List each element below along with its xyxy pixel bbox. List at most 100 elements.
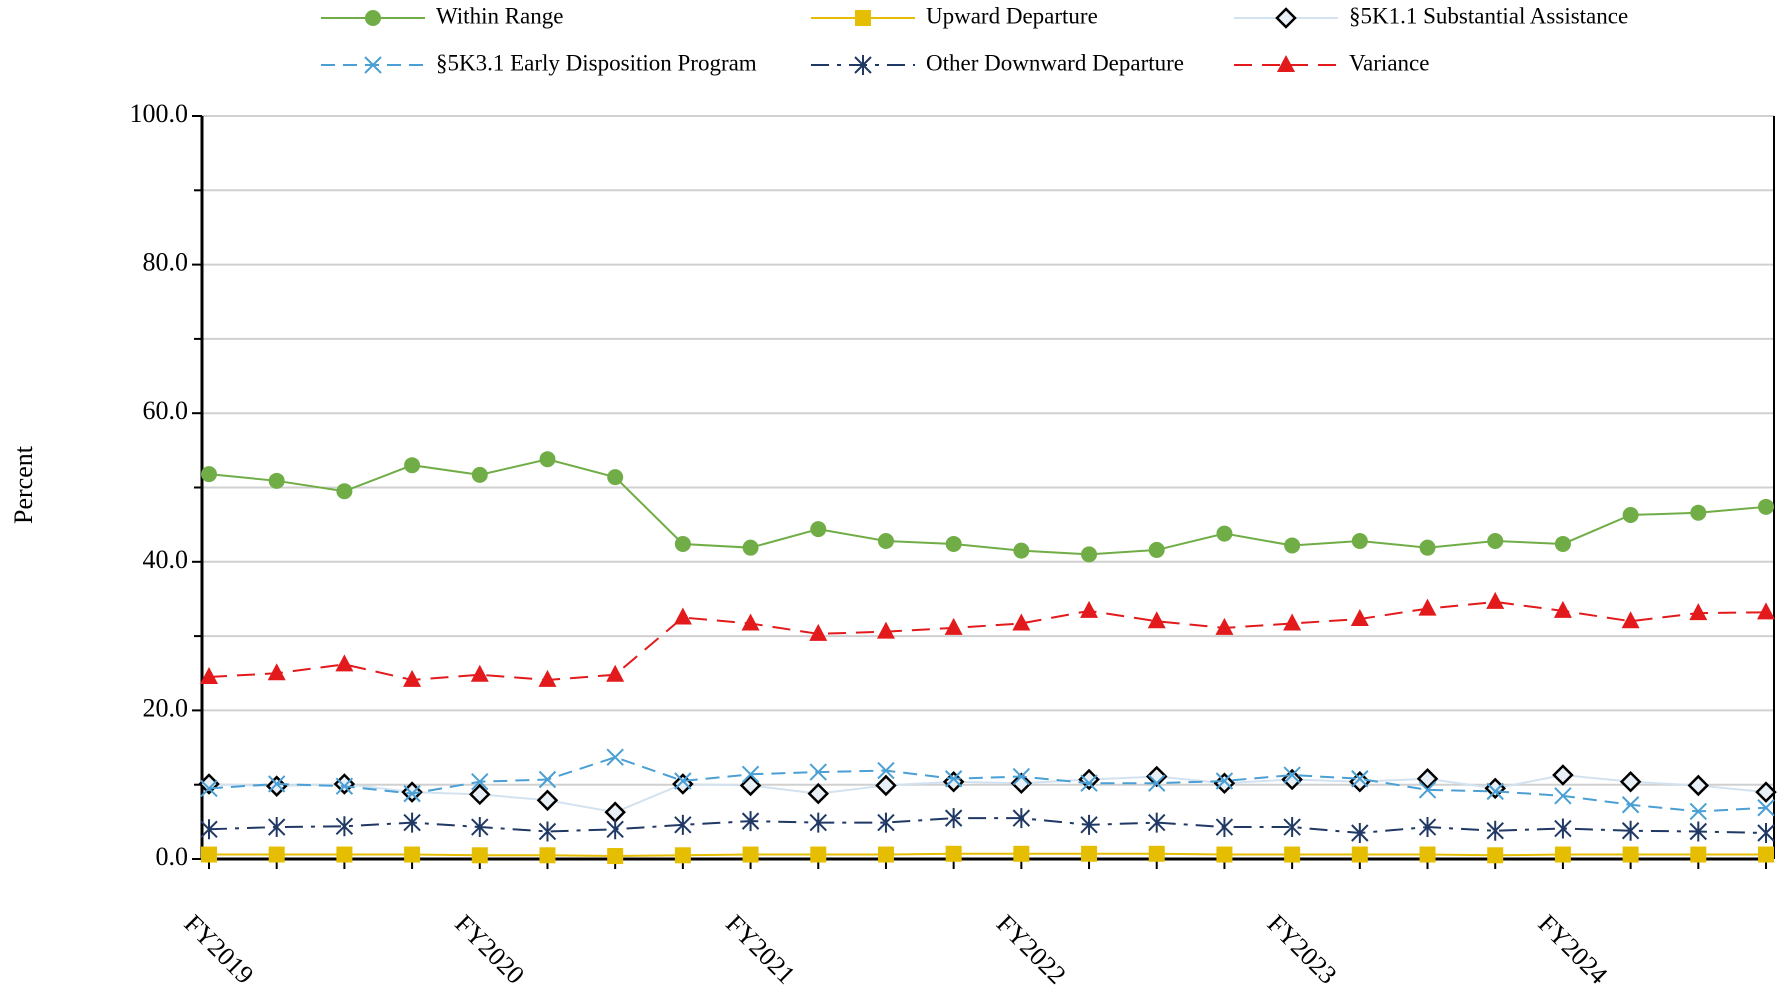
marker — [1689, 603, 1708, 621]
marker — [200, 819, 218, 840]
marker-square — [1554, 846, 1571, 863]
marker-square — [855, 10, 871, 26]
marker-diamond — [1687, 774, 1710, 797]
marker-square — [1419, 846, 1436, 863]
marker-asterisk — [403, 812, 421, 833]
marker-triangle — [538, 669, 557, 687]
marker-diamond — [1275, 7, 1297, 29]
marker — [1487, 847, 1504, 864]
marker — [1350, 609, 1369, 627]
legend-label: §5K3.1 Early Disposition Program — [436, 50, 757, 75]
marker-square — [539, 847, 556, 864]
marker — [539, 451, 556, 468]
legend-label: §5K1.1 Substantial Assistance — [1349, 3, 1628, 28]
marker — [1758, 498, 1774, 515]
marker-x — [944, 770, 963, 788]
marker-asterisk — [335, 816, 354, 837]
marker — [1351, 846, 1368, 863]
marker — [333, 773, 356, 795]
marker — [268, 846, 285, 863]
marker-circle — [1622, 506, 1639, 523]
marker-diamond — [265, 775, 288, 797]
marker-diamond — [1349, 770, 1371, 793]
marker-triangle — [1689, 603, 1708, 621]
marker — [268, 472, 285, 489]
marker — [403, 669, 422, 687]
marker — [336, 483, 353, 500]
marker-circle — [1758, 498, 1774, 515]
marker — [538, 770, 557, 789]
marker-circle — [877, 532, 894, 549]
marker-diamond — [1552, 764, 1574, 786]
marker — [1418, 781, 1437, 799]
marker — [200, 666, 218, 684]
marker-asterisk — [471, 817, 489, 838]
series-line — [208, 756, 1767, 813]
marker-circle — [471, 466, 488, 483]
marker — [538, 821, 557, 842]
marker — [1283, 817, 1301, 838]
marker-triangle — [200, 666, 218, 684]
marker — [944, 617, 963, 635]
marker — [807, 782, 830, 805]
marker — [471, 847, 488, 864]
marker — [854, 55, 872, 75]
marker-asterisk — [1757, 822, 1775, 843]
legend-label: Within Range — [436, 3, 563, 28]
marker — [1484, 777, 1506, 800]
marker — [741, 613, 760, 631]
marker-diamond — [1619, 770, 1642, 793]
marker-square — [674, 847, 691, 864]
marker — [1552, 764, 1574, 786]
marker-triangle — [1147, 611, 1166, 629]
marker-diamond — [739, 774, 762, 797]
marker-square — [1487, 847, 1504, 864]
marker-asterisk — [674, 814, 692, 835]
marker-asterisk — [1486, 820, 1504, 841]
marker-circle — [1216, 525, 1233, 542]
marker-circle — [607, 469, 624, 486]
y-tick-label: 40.0 — [143, 545, 189, 574]
marker-triangle — [1215, 617, 1234, 635]
marker — [1145, 765, 1168, 788]
y-tick-label: 0.0 — [156, 842, 189, 871]
marker-diamond — [672, 773, 694, 795]
marker — [674, 535, 691, 552]
marker — [1148, 812, 1166, 833]
marker — [1554, 535, 1571, 552]
marker-diamond — [1010, 772, 1033, 794]
marker — [365, 10, 381, 26]
marker-circle — [945, 535, 962, 552]
marker — [201, 846, 217, 863]
marker — [1351, 532, 1368, 549]
marker — [672, 773, 694, 795]
marker — [1757, 799, 1775, 817]
marker — [855, 10, 871, 26]
marker — [809, 812, 827, 833]
marker-asterisk — [1283, 817, 1301, 838]
marker — [741, 765, 760, 784]
legend-label: Variance — [1349, 50, 1429, 75]
marker — [1486, 820, 1504, 841]
marker — [1554, 818, 1572, 839]
marker — [539, 847, 556, 864]
marker-circle — [742, 539, 759, 556]
marker — [404, 457, 421, 474]
marker-triangle — [1277, 55, 1295, 72]
marker-square — [945, 845, 962, 862]
legend-label: Other Downward Departure — [926, 50, 1184, 75]
marker-triangle — [470, 664, 489, 682]
marker — [1213, 772, 1236, 794]
marker-square — [268, 846, 285, 863]
marker-asterisk — [1148, 812, 1166, 833]
marker — [1013, 845, 1030, 862]
marker-square — [201, 846, 217, 863]
marker-diamond — [1145, 765, 1168, 788]
marker — [1275, 7, 1297, 29]
marker-x — [1215, 772, 1234, 790]
marker-circle — [1013, 542, 1030, 559]
marker — [1277, 55, 1295, 72]
x-tick-label: FY2023 — [1262, 909, 1343, 990]
